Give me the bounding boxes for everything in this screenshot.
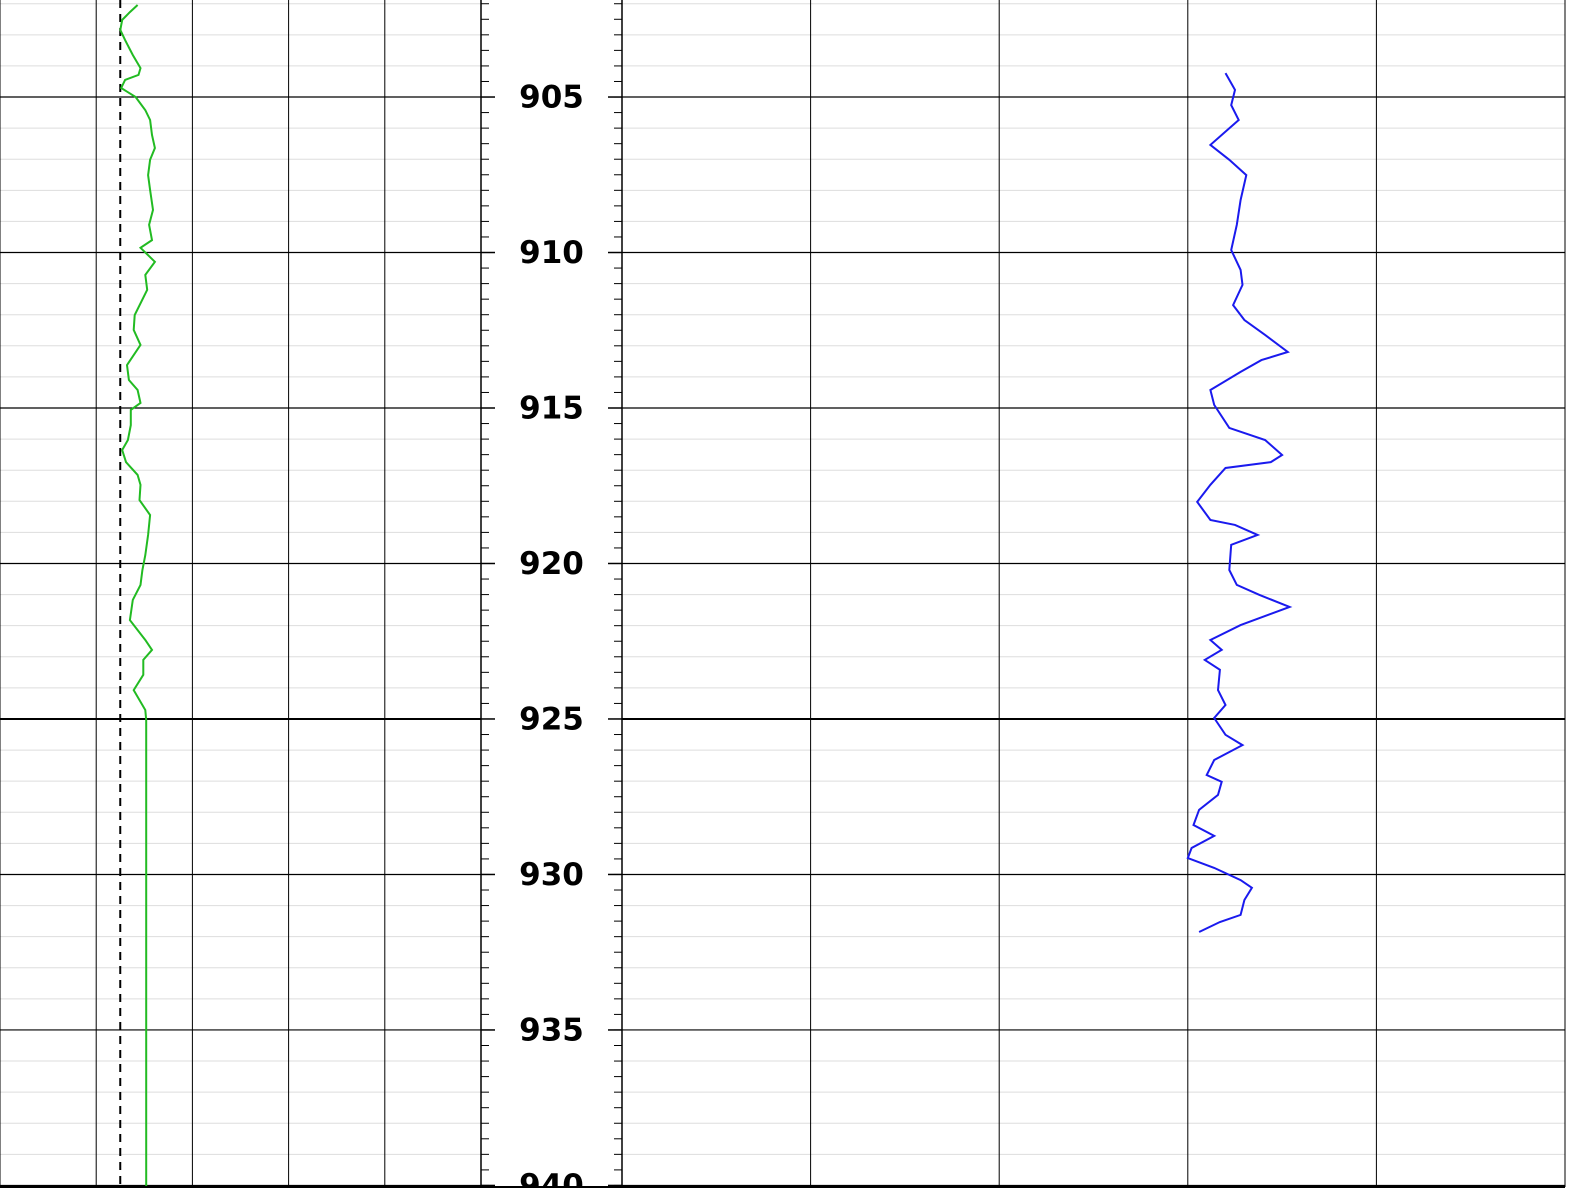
depth-label: 940	[519, 1168, 584, 1202]
depth-label: 925	[519, 701, 584, 737]
depth-label: 910	[519, 235, 584, 271]
depth-label: 915	[519, 391, 584, 427]
log-curve	[1186, 72, 1293, 933]
log-curve	[119, 4, 157, 1187]
depth-label: 930	[519, 857, 584, 893]
depth-label: 905	[519, 80, 584, 116]
depth-label: 935	[519, 1012, 584, 1048]
depth-label: 920	[519, 546, 584, 582]
